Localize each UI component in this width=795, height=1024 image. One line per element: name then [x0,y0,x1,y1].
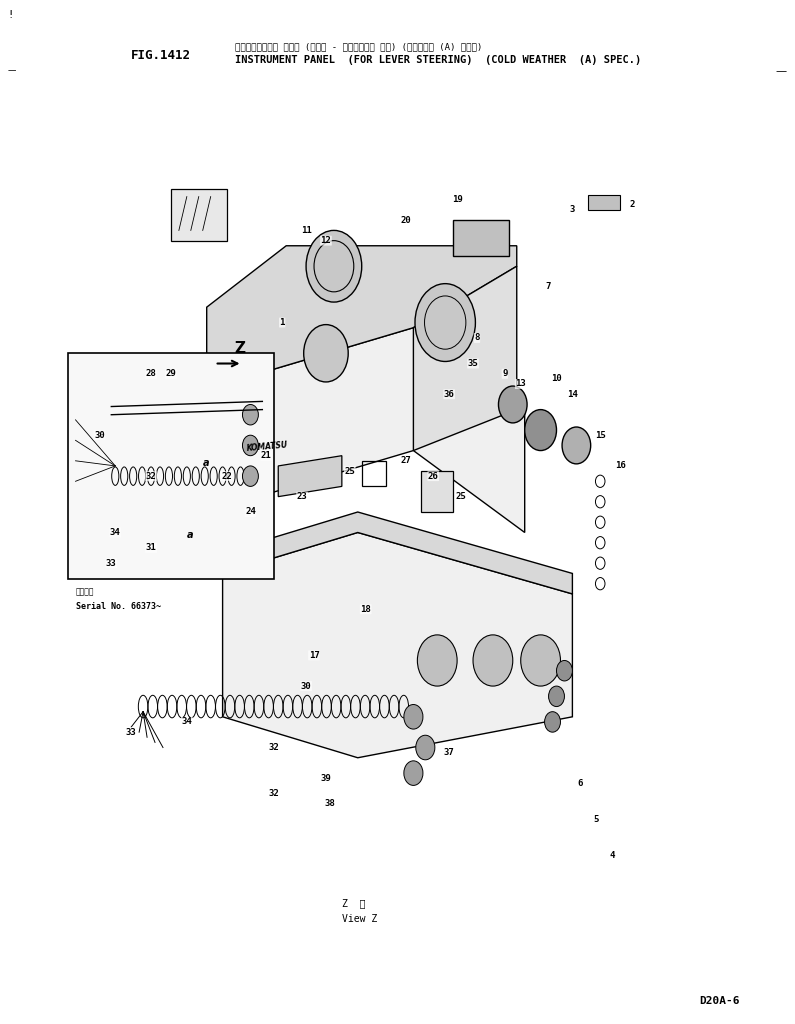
Text: 17: 17 [308,651,320,659]
FancyBboxPatch shape [171,189,227,241]
Text: 25: 25 [456,493,467,501]
Text: Z: Z [235,341,246,356]
Circle shape [498,386,527,423]
Text: 4: 4 [610,851,615,859]
Circle shape [404,761,423,785]
Circle shape [415,284,475,361]
Text: 39: 39 [320,774,332,782]
Circle shape [545,712,560,732]
Circle shape [549,686,564,707]
Circle shape [242,435,258,456]
Text: 8: 8 [475,334,479,342]
Text: FIG.1412: FIG.1412 [131,49,191,62]
Text: 24: 24 [245,508,256,516]
Text: View Z: View Z [342,913,377,924]
Text: 2: 2 [630,201,634,209]
Text: 26: 26 [428,472,439,480]
Text: 38: 38 [324,800,335,808]
Text: 30: 30 [94,431,105,439]
Polygon shape [207,328,525,532]
Text: 5: 5 [594,815,599,823]
Text: 3: 3 [570,206,575,214]
Bar [588,195,620,210]
Circle shape [473,635,513,686]
Text: !: ! [8,10,13,20]
Bar [362,461,386,486]
Text: 1: 1 [280,318,285,327]
Text: 37: 37 [444,749,455,757]
Text: 連続番号: 連続番号 [76,587,94,596]
Bar [171,391,191,410]
Text: 9: 9 [502,370,507,378]
Text: 33: 33 [106,559,117,567]
Polygon shape [413,266,517,451]
Circle shape [525,410,556,451]
Text: 32: 32 [269,790,280,798]
Text: 11: 11 [301,226,312,234]
Polygon shape [223,512,572,594]
Text: 6: 6 [578,779,583,787]
Text: 19: 19 [452,196,463,204]
Circle shape [417,635,457,686]
Text: 29: 29 [165,370,176,378]
Bar [453,220,509,256]
Text: 32: 32 [145,472,157,480]
Text: 12: 12 [320,237,332,245]
Text: a: a [187,529,193,540]
Polygon shape [207,246,517,389]
Text: 30: 30 [301,682,312,690]
Bar [68,353,274,579]
Text: 32: 32 [269,743,280,752]
Text: 36: 36 [444,390,455,398]
Text: 25: 25 [344,467,355,475]
Text: D20A-6: D20A-6 [700,995,740,1006]
Bar [171,442,191,461]
Text: 18: 18 [360,605,371,613]
Text: 16: 16 [615,462,626,470]
Text: 22: 22 [221,472,232,480]
Text: 34: 34 [181,718,192,726]
Text: 20: 20 [400,216,411,224]
Circle shape [306,230,362,302]
Text: a: a [203,458,209,468]
Text: 21: 21 [261,452,272,460]
Text: INSTRUMENT PANEL  (FOR LEVER STEERING)  (COLD WEATHER  (A) SPEC.): INSTRUMENT PANEL (FOR LEVER STEERING) (C… [235,55,641,66]
Text: —: — [776,67,787,77]
Text: インストルメント パネル (レバー - ステアリング ヨウ) (カンレイチ (A) シヨウ): インストルメント パネル (レバー - ステアリング ヨウ) (カンレイチ (A… [235,42,482,51]
Text: 10: 10 [551,375,562,383]
Circle shape [304,325,348,382]
Text: 7: 7 [546,283,551,291]
Text: —: — [8,67,17,76]
Circle shape [521,635,560,686]
Text: 31: 31 [145,544,157,552]
Circle shape [556,660,572,681]
Circle shape [242,466,258,486]
Text: Serial No. 66373~: Serial No. 66373~ [76,602,161,611]
Text: 15: 15 [595,431,606,439]
Text: 23: 23 [297,493,308,501]
Text: KOMATSU: KOMATSU [246,440,289,453]
Polygon shape [278,456,342,497]
Text: 13: 13 [515,380,526,388]
Circle shape [416,735,435,760]
Circle shape [562,427,591,464]
Bar [421,471,453,512]
Circle shape [404,705,423,729]
Text: 28: 28 [145,370,157,378]
Polygon shape [223,532,572,758]
Circle shape [242,404,258,425]
Bar [171,417,191,435]
Text: 33: 33 [126,728,137,736]
Text: 14: 14 [567,390,578,398]
Text: 27: 27 [400,457,411,465]
Text: Z  矢: Z 矢 [342,898,366,908]
Polygon shape [163,389,207,512]
Text: 34: 34 [110,528,121,537]
Text: 35: 35 [467,359,479,368]
